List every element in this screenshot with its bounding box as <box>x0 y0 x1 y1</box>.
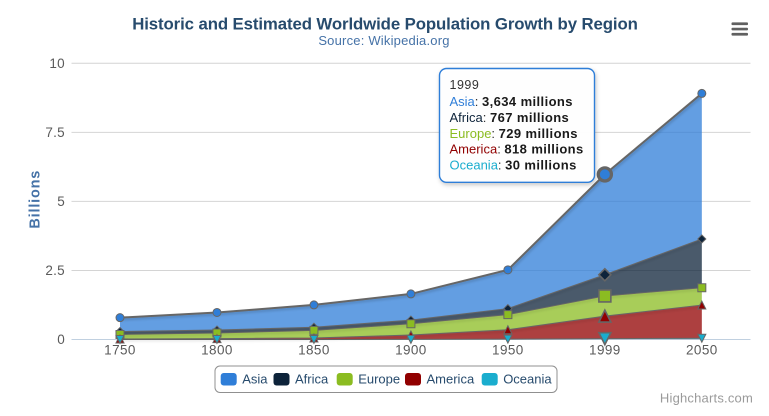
svg-text:5: 5 <box>57 194 65 209</box>
svg-text:Europe: 729 millions: Europe: 729 millions <box>450 126 578 141</box>
svg-text:Asia: 3,634 millions: Asia: 3,634 millions <box>450 94 573 109</box>
svg-text:Historic and Estimated Worldwi: Historic and Estimated Worldwide Populat… <box>132 14 638 33</box>
svg-text:Billions: Billions <box>27 170 43 229</box>
svg-text:2.5: 2.5 <box>45 263 65 278</box>
svg-text:Oceania: 30 millions: Oceania: 30 millions <box>450 157 577 172</box>
svg-text:Oceania: Oceania <box>503 371 552 386</box>
svg-text:1950: 1950 <box>492 343 524 358</box>
svg-text:America: America <box>427 371 475 386</box>
svg-text:Europe: Europe <box>358 371 400 386</box>
svg-text:2050: 2050 <box>686 343 718 358</box>
svg-text:Source: Wikipedia.org: Source: Wikipedia.org <box>318 33 449 48</box>
svg-text:1850: 1850 <box>298 343 330 358</box>
svg-text:Highcharts.com: Highcharts.com <box>660 391 753 406</box>
svg-text:0: 0 <box>57 332 65 347</box>
svg-text:1999: 1999 <box>589 343 621 358</box>
svg-text:Asia: Asia <box>242 371 268 386</box>
svg-text:1750: 1750 <box>104 343 136 358</box>
svg-text:America: 818 millions: America: 818 millions <box>450 142 584 157</box>
svg-text:1800: 1800 <box>201 343 233 358</box>
svg-text:10: 10 <box>49 56 65 71</box>
svg-text:1999: 1999 <box>450 78 480 92</box>
svg-text:Africa: 767 millions: Africa: 767 millions <box>450 110 570 125</box>
svg-text:Africa: Africa <box>295 371 329 386</box>
svg-text:1900: 1900 <box>395 343 427 358</box>
svg-text:7.5: 7.5 <box>45 125 65 140</box>
